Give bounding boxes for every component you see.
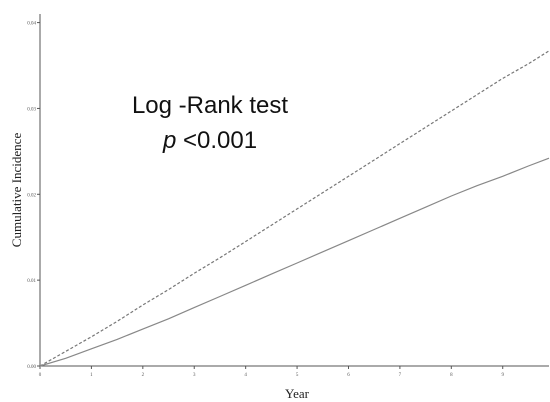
dashed-series-line [39, 50, 550, 367]
x-tick-label: 2 [142, 373, 145, 378]
x-axis-title: Year [285, 386, 310, 401]
x-tick-label: 1 [90, 373, 93, 378]
x-tick-label: 0 [39, 373, 42, 378]
log-rank-annotation: Log -Rank test p <0.001 [132, 92, 288, 154]
series-group [39, 50, 550, 367]
x-axis-ticks: 0 1 2 3 4 5 6 7 8 9 [39, 366, 504, 378]
p-symbol: p [162, 127, 176, 154]
x-tick-label: 4 [244, 373, 247, 378]
x-tick-label: 3 [193, 373, 196, 378]
y-tick-label: 0.00 [27, 365, 36, 370]
x-tick-label: 5 [296, 373, 299, 378]
plot-area: 0 1 2 3 4 5 6 7 8 9 0.00 0.01 0.02 0.03 0.04 [27, 14, 550, 378]
y-tick-label: 0.03 [27, 107, 36, 112]
annotation-line-2: p <0.001 [162, 127, 257, 154]
p-value: <0.001 [176, 127, 257, 154]
y-axis-title: Cumulative Incidence [9, 133, 24, 248]
y-tick-label: 0.02 [27, 193, 36, 198]
x-tick-label: 7 [399, 373, 402, 378]
y-tick-label: 0.04 [27, 22, 36, 27]
x-tick-label: 8 [450, 373, 453, 378]
y-tick-label: 0.01 [27, 279, 36, 284]
annotation-line-1: Log -Rank test [132, 92, 288, 119]
x-tick-label: 6 [347, 373, 350, 378]
solid-series-line [39, 157, 550, 367]
y-axis-ticks: 0.00 0.01 0.02 0.03 0.04 [27, 22, 40, 370]
x-tick-label: 9 [501, 373, 504, 378]
